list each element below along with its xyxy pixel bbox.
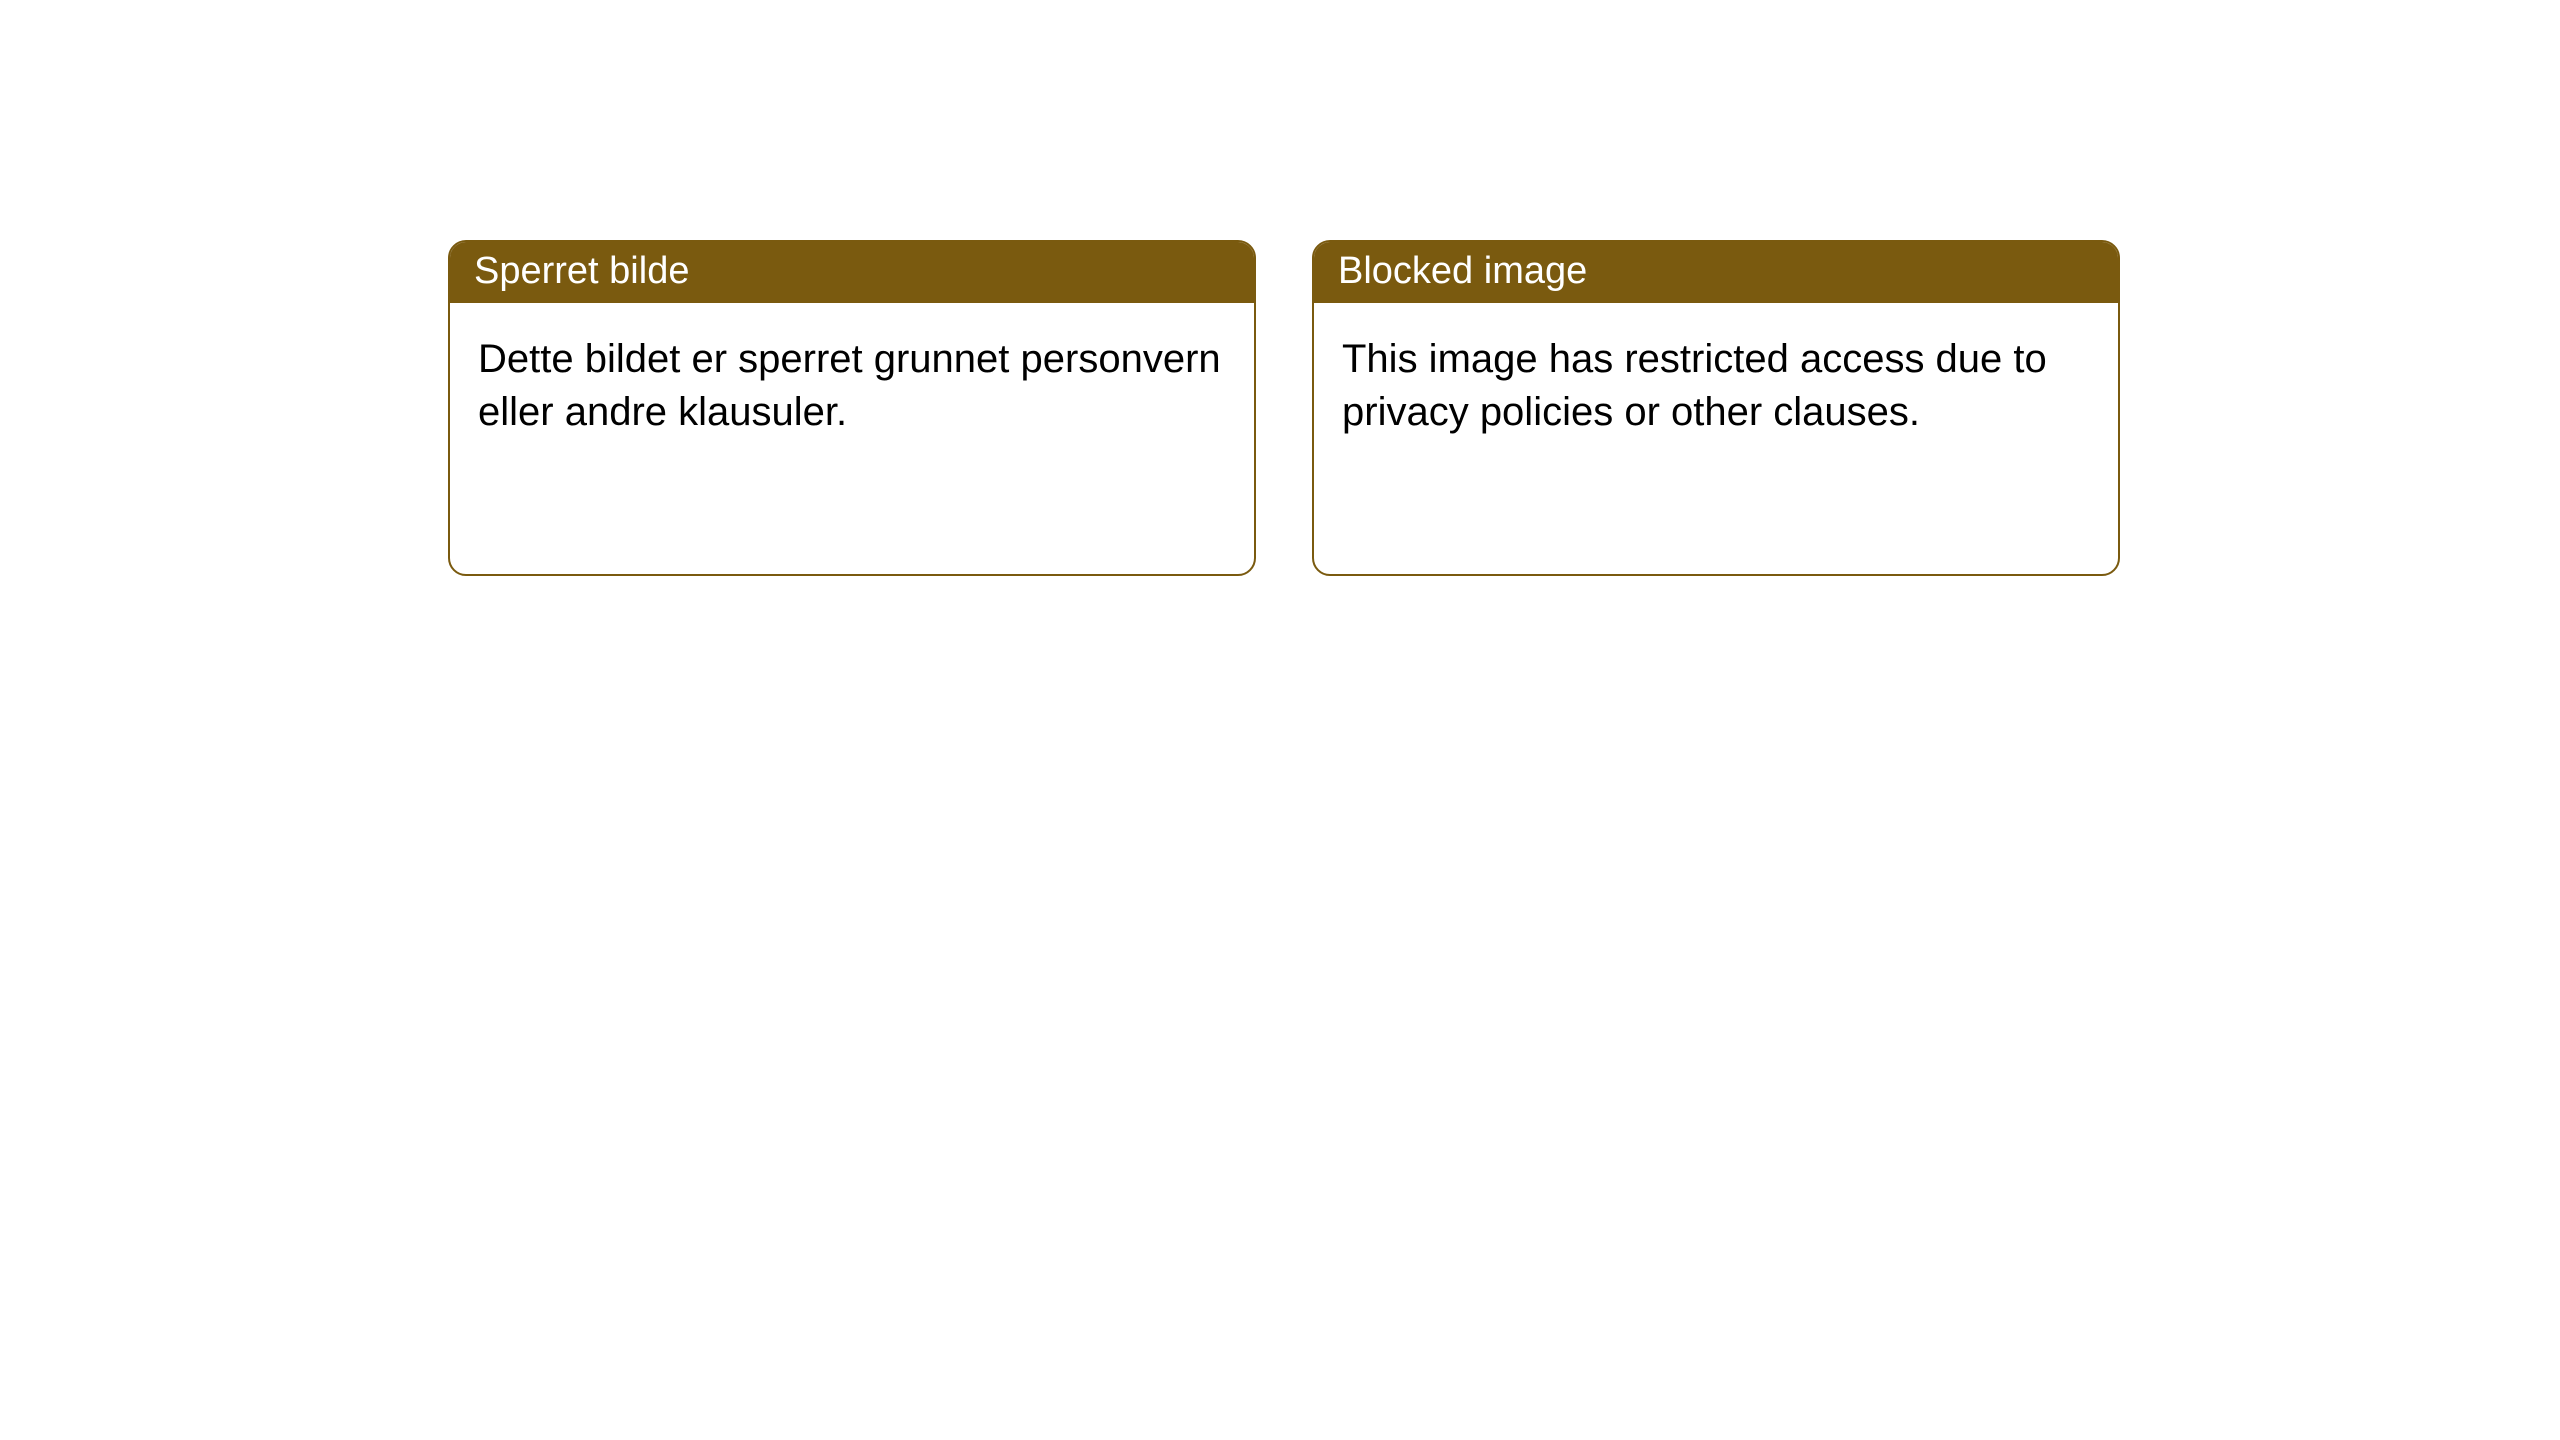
notice-container: Sperret bilde Dette bildet er sperret gr… <box>0 0 2560 576</box>
notice-panel-norwegian: Sperret bilde Dette bildet er sperret gr… <box>448 240 1256 576</box>
notice-panel-english: Blocked image This image has restricted … <box>1312 240 2120 576</box>
notice-body-norwegian: Dette bildet er sperret grunnet personve… <box>450 303 1254 469</box>
notice-title-norwegian: Sperret bilde <box>450 242 1254 303</box>
notice-title-english: Blocked image <box>1314 242 2118 303</box>
notice-body-english: This image has restricted access due to … <box>1314 303 2118 469</box>
